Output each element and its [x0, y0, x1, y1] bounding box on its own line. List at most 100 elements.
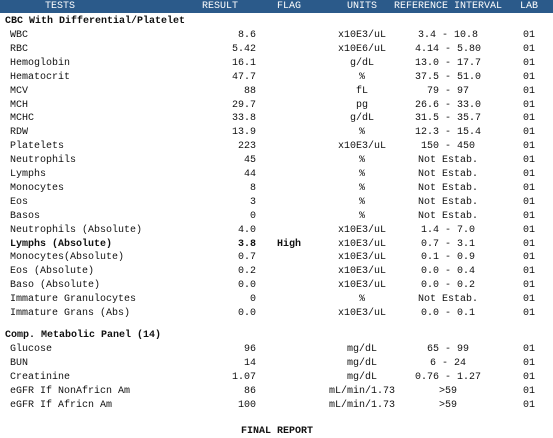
- test-name: Glucose: [10, 343, 53, 355]
- test-name: Neutrophils: [10, 155, 77, 167]
- result: 8.6: [237, 30, 256, 41]
- units: g/dL: [349, 57, 375, 69]
- result: 13.9: [231, 127, 256, 139]
- lab: 01: [522, 127, 536, 139]
- lab: 01: [522, 385, 536, 397]
- lab: 01: [522, 280, 536, 292]
- units: %: [358, 182, 366, 194]
- test-name: RBC: [10, 43, 29, 55]
- test-name: Eos (Absolute): [10, 266, 95, 278]
- result: 1.07: [231, 371, 256, 383]
- result: 33.8: [231, 113, 256, 125]
- test-name: Neutrophils (Absolute): [10, 224, 143, 236]
- reference-interval: Not Estab.: [417, 155, 479, 167]
- lab: 01: [522, 252, 536, 264]
- result: 4.0: [237, 224, 256, 236]
- lab: 01: [522, 141, 536, 153]
- test-name: eGFR If Africn Am: [10, 399, 113, 411]
- test-name: Immature Granulocytes: [10, 294, 137, 306]
- units: mg/dL: [346, 343, 378, 355]
- flag: High: [277, 238, 302, 250]
- lab: 01: [522, 238, 536, 250]
- reference-interval: 0.0 - 0.2: [420, 280, 476, 292]
- result: 223: [237, 141, 256, 153]
- result: 14: [243, 357, 256, 369]
- result: 0.2: [237, 266, 256, 278]
- reference-interval: Not Estab.: [417, 210, 479, 222]
- units: x10E3/uL: [337, 30, 387, 41]
- reference-interval: 0.76 - 1.27: [414, 371, 482, 383]
- result: 88: [243, 85, 256, 97]
- test-name: MCV: [10, 85, 29, 97]
- lab: 01: [522, 43, 536, 55]
- result: 0.0: [237, 308, 256, 319]
- reference-interval: 79 - 97: [426, 85, 470, 97]
- test-name: Eos: [10, 196, 29, 208]
- result: 8: [249, 182, 256, 194]
- test-name: WBC: [10, 30, 29, 41]
- units: %: [358, 155, 366, 167]
- reference-interval: Not Estab.: [417, 169, 479, 180]
- lab: 01: [522, 266, 536, 278]
- test-name: RDW: [10, 127, 29, 139]
- section-title: CBC With Differential/Platelet: [5, 16, 186, 27]
- units: mg/dL: [346, 371, 378, 383]
- column-header: REFERENCE INTERVAL: [393, 1, 503, 12]
- reference-interval: >59: [438, 385, 458, 397]
- column-header: LAB: [519, 1, 539, 12]
- units: %: [358, 210, 366, 222]
- units: mg/dL: [346, 357, 378, 369]
- reference-interval: 0.1 - 0.9: [420, 252, 476, 264]
- header-bar: TESTS RESULT FLAG UNITS REFERENCE INTERVAL LA…: [0, 0, 553, 13]
- column-header: RESULT: [201, 1, 239, 12]
- test-name: Creatinine: [10, 371, 71, 383]
- reference-interval: 31.5 - 35.7: [414, 113, 482, 125]
- reference-interval: 65 - 99: [426, 343, 470, 355]
- test-name: Lymphs (Absolute): [10, 238, 113, 250]
- units: fL: [355, 85, 369, 97]
- units: x10E3/uL: [337, 141, 387, 153]
- reference-interval: 4.14 - 5.80: [414, 43, 482, 55]
- lab: 01: [522, 155, 536, 167]
- result: 29.7: [231, 99, 256, 111]
- lab: 01: [522, 169, 536, 180]
- lab: 01: [522, 371, 536, 383]
- reference-interval: 26.6 - 33.0: [414, 99, 482, 111]
- lab: 01: [522, 113, 536, 125]
- test-name: eGFR If NonAfricn Am: [10, 385, 131, 397]
- reference-interval: 0.0 - 0.4: [420, 266, 476, 278]
- units: %: [358, 71, 366, 83]
- units: x10E3/uL: [337, 252, 387, 264]
- reference-interval: 0.7 - 3.1: [420, 238, 476, 250]
- units: mL/min/1.73: [328, 399, 396, 411]
- test-name: MCHC: [10, 113, 35, 125]
- units: %: [358, 127, 366, 139]
- test-name: Hematocrit: [10, 71, 71, 83]
- test-name: Immature Grans (Abs): [10, 308, 131, 319]
- footer: FINAL REPORT: [240, 426, 314, 437]
- result: 3: [249, 196, 256, 208]
- units: %: [358, 169, 366, 180]
- result: 3.8: [237, 238, 256, 250]
- result: 86: [243, 385, 256, 397]
- units: x10E3/uL: [337, 224, 387, 236]
- lab: 01: [522, 30, 536, 41]
- test-name: Hemoglobin: [10, 57, 71, 69]
- reference-interval: 0.0 - 0.1: [420, 308, 476, 319]
- result: 16.1: [231, 57, 256, 69]
- column-header: UNITS: [346, 1, 378, 12]
- units: x10E3/uL: [337, 266, 387, 278]
- test-name: Monocytes: [10, 182, 65, 194]
- reference-interval: 37.5 - 51.0: [414, 71, 482, 83]
- test-name: Lymphs: [10, 169, 47, 180]
- test-name: BUN: [10, 357, 29, 369]
- result: 0: [249, 210, 256, 222]
- test-name: Basos: [10, 210, 41, 222]
- result: 5.42: [231, 43, 256, 55]
- units: x10E3/uL: [337, 308, 387, 319]
- lab: 01: [522, 294, 536, 306]
- reference-interval: Not Estab.: [417, 182, 479, 194]
- reference-interval: 150 - 450: [420, 141, 476, 153]
- lab: 01: [522, 57, 536, 69]
- lab: 01: [522, 308, 536, 319]
